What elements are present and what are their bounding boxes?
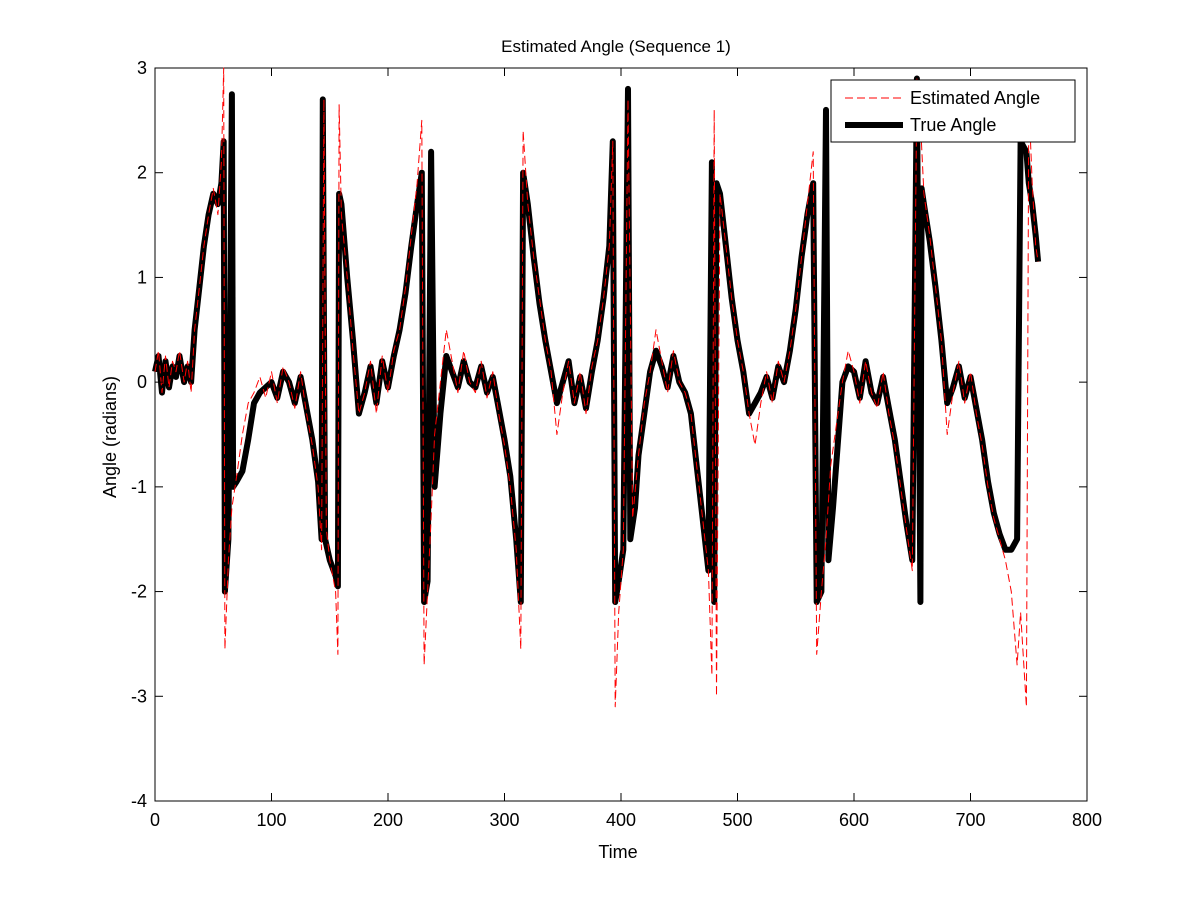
- legend: Estimated Angle True Angle: [830, 79, 1076, 143]
- tick-layer: 0 100 200 300 400 500 600 700 800 3 2 1 0 -1 -2 -3 -4: [131, 58, 1102, 830]
- x-tick-label: 0: [150, 810, 160, 830]
- x-tick-label: 700: [955, 810, 985, 830]
- x-tick-label: 500: [722, 810, 752, 830]
- x-tick-label: 400: [606, 810, 636, 830]
- legend-label-true-angle: True Angle: [910, 115, 996, 135]
- series-layer: [152, 67, 1042, 708]
- y-tick-label: 2: [137, 163, 147, 183]
- legend-box: [830, 79, 1076, 143]
- x-tick-label: 300: [489, 810, 519, 830]
- chart-title: Estimated Angle (Sequence 1): [501, 37, 731, 56]
- x-tick-label: 600: [839, 810, 869, 830]
- x-tick-label: 800: [1072, 810, 1102, 830]
- x-tick-label: 200: [373, 810, 403, 830]
- y-tick-label: 3: [137, 58, 147, 78]
- x-tick-label: 100: [256, 810, 286, 830]
- y-tick-label: -3: [131, 686, 147, 706]
- y-tick-label: -1: [131, 477, 147, 497]
- y-tick-label: -2: [131, 582, 147, 602]
- legend-label-estimated-angle: Estimated Angle: [910, 88, 1040, 108]
- x-axis-label: Time: [598, 842, 637, 862]
- y-tick-label: 1: [137, 267, 147, 287]
- y-tick-label: -4: [131, 791, 147, 811]
- y-axis-label: Angle (radians): [100, 376, 120, 498]
- y-tick-label: 0: [137, 372, 147, 392]
- series-line-estimated-angle: [154, 67, 1039, 708]
